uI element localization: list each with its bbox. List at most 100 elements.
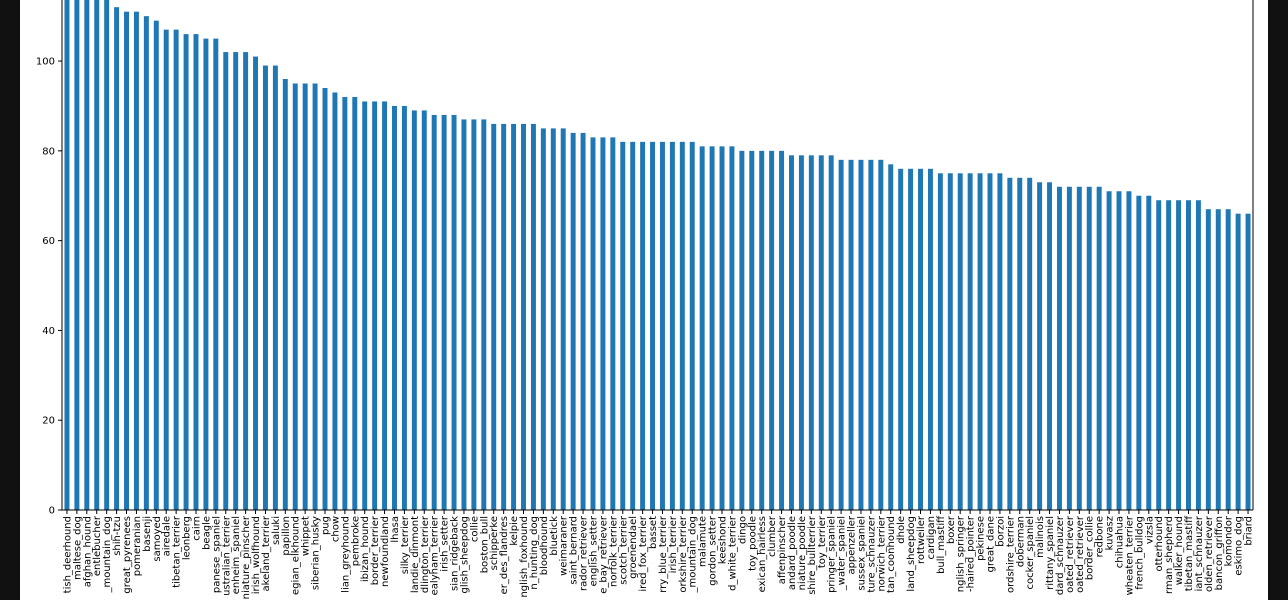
y-tick-label: 80 [42,146,55,157]
x-tick-label: scotch_terrier [618,515,629,585]
bar [401,105,407,510]
bar [1146,195,1152,510]
bar [133,11,139,510]
x-tick-label: cairn [191,516,202,541]
bar [431,114,437,510]
x-tick-label: maltese_dog [72,516,83,580]
bar [659,141,665,510]
x-tick-label: rottweiler [916,515,927,564]
bar [808,155,814,510]
x-tick-label: rador_retriever [579,515,590,591]
bar [1096,186,1102,510]
x-tick-label: border_terrier [370,515,381,585]
x-tick-label: basset [648,516,659,549]
bar [243,52,249,510]
x-tick-label: _water_spaniel [837,516,848,591]
x-tick-label: english_setter [588,515,599,586]
bar [362,101,368,510]
x-tick-label: _mountain_dog [688,516,699,594]
bar [352,96,358,510]
x-tick-label: tan_coonhound [886,516,897,593]
bar [908,168,914,510]
y-tick-label: 100 [36,57,55,68]
x-tick-label: leonberg [182,516,193,560]
x-tick-label: _mountain_dog [102,516,113,594]
bar [183,34,189,510]
x-tick-label: basenji [142,516,153,552]
bar [1066,186,1072,510]
x-tick-label: e_bay_retriever [598,515,609,594]
x-tick-label: rman_shepherd [1164,516,1175,594]
x-tick-label: dlington_terrier [420,515,431,593]
x-tick-label: cardigan [926,516,937,560]
bar [392,105,397,510]
bar [868,159,874,510]
bar [1136,195,1142,510]
bar [918,168,923,510]
bar [927,168,933,510]
bar [570,132,576,510]
bar [471,119,477,510]
x-tick-label: ibizan_hound [360,516,371,582]
x-tick-label: silky_terrier [400,515,411,574]
x-tick-label: pringer_spaniel [827,516,838,593]
bar [937,173,943,510]
x-tick-label: irish_setter [440,515,451,572]
x-tick-label: toy_terrier [817,515,828,568]
x-tick-label: tibetan_mastiff [1184,515,1195,591]
bar [481,119,487,510]
bar [669,141,675,510]
x-tick-label: dhole [896,516,907,544]
x-tick-label: great_dane [985,516,996,572]
x-tick-label: dingo [737,516,748,544]
bar [878,159,884,510]
x-tick-label: saluki [271,516,282,545]
x-tick-label: border_collie [1085,516,1096,580]
x-tick-label: bluetick [549,516,560,556]
y-tick-label: 0 [49,506,55,517]
x-tick-label: pekinese [976,516,987,561]
bar [302,83,308,510]
bar [312,83,318,510]
x-tick-label: pug [321,516,332,535]
bar [580,132,586,510]
bar [84,0,90,510]
bar [253,56,259,510]
bar [223,52,229,510]
bar [1076,186,1082,510]
x-tick-label: afghan_hound [82,516,93,587]
x-tick-label: bull_mastiff [936,515,947,574]
bar [779,150,785,510]
bar [987,173,993,510]
x-tick-label: papillon [281,516,292,556]
x-tick-label: rry_blue_terrier [658,515,669,593]
x-tick-label: weimaraner [559,515,570,576]
x-tick-label: ired_fox_terrier [638,515,649,591]
bar [372,101,378,510]
x-tick-label: oated_retriever [1065,515,1076,593]
x-tick-label: airedale [162,516,173,556]
bar [213,38,219,510]
bar [699,146,705,510]
x-tick-label: saint_bernard [569,516,580,585]
bar [848,159,854,510]
x-tick-label: tish_deerhound [62,516,73,593]
bar [1245,213,1251,510]
x-tick-label: ealyham_terrier [430,515,441,595]
x-tick-label: ustralian_terrier [221,515,232,596]
bar [441,114,447,510]
plot-area [64,0,1251,510]
bar [1225,209,1231,510]
x-tick-label: walker_hound [1174,516,1185,585]
x-tick-label: exican_hairless [757,516,768,592]
bar [511,123,517,510]
x-tick-label: orkshire_terrier [678,515,689,592]
x-tick-label: kuvasz [1105,516,1116,550]
bar [729,146,735,510]
x-tick-label: entlebucher [92,515,103,576]
x-tick-label: redbone [1095,516,1106,557]
bar [94,0,100,510]
bar [739,150,745,510]
x-tick-label: ordshire_terrier [1005,515,1016,593]
x-tick-label: groenendael [628,516,639,579]
